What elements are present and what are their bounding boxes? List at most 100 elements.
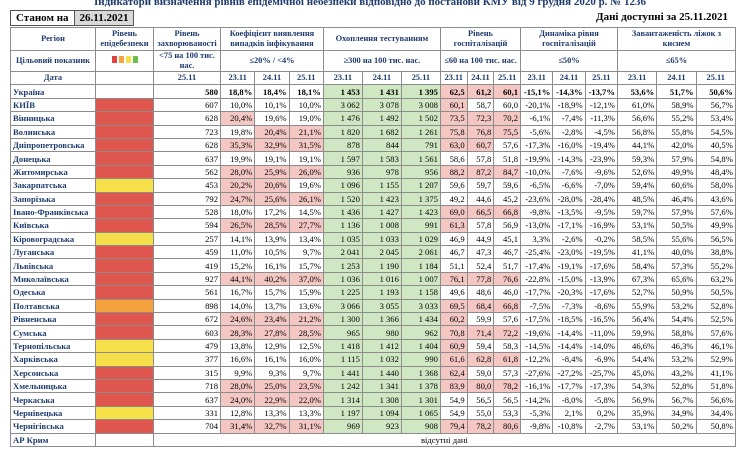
value-cell: 25,6%	[254, 191, 290, 206]
value-cell: 62,8	[466, 352, 495, 367]
value-cell: 51,7%	[656, 84, 697, 99]
value-cell: 13,6%	[288, 298, 324, 314]
value-cell: 60,0	[493, 97, 522, 113]
group-target: ≤20% / <4%	[220, 50, 324, 72]
group-name: Коефіцієнт виявлення випадків інфікуванн…	[220, 27, 324, 51]
value-cell: 898	[153, 298, 221, 314]
value-cell: 607	[153, 97, 221, 113]
region: Дніпропетровська	[10, 137, 96, 153]
value-cell: -16,0%	[552, 137, 586, 153]
value-cell: 49,9%	[656, 164, 697, 180]
value-cell: 1 434	[400, 312, 441, 327]
value-cell: -14,5%	[520, 338, 554, 354]
value-cell: 75,8	[439, 124, 468, 139]
value-cell: -27,6%	[520, 365, 554, 380]
level-cell	[95, 312, 154, 327]
value-cell: 42,0%	[656, 137, 697, 153]
value-cell: 28,3%	[219, 325, 256, 340]
region: Вінницька	[10, 111, 96, 126]
value-cell: 59,6	[493, 178, 522, 193]
value-cell: 83,9	[439, 378, 468, 394]
value-cell: 66,8	[493, 204, 522, 220]
value-cell: 13,9%	[254, 231, 290, 247]
region: Чернівецька	[10, 405, 96, 421]
date: 25.11	[695, 70, 736, 86]
value-cell: -20,1%	[520, 97, 554, 113]
group-name: Динаміка рівня госпіталізацій	[520, 27, 618, 51]
icon-square	[132, 56, 138, 63]
region-row: Сумська 603 28,3% 27,8% 28,5% 965 980 962 70,8 71…	[10, 325, 736, 340]
value-cell: 78,2	[466, 419, 495, 434]
value-cell: 1 036	[322, 271, 363, 287]
date: 25.11	[400, 70, 441, 86]
value-cell: 9,7%	[288, 245, 324, 260]
value-cell: 13,3%	[288, 405, 324, 421]
date: 25.11	[584, 70, 618, 86]
level-cell	[95, 352, 154, 367]
value-cell: 80,0	[466, 378, 495, 394]
region-row: Вінницька 628 20,4% 19,6% 19,0% 1 476 1 492 1 5…	[10, 111, 736, 126]
target-header: Цільовий показник	[10, 50, 96, 72]
value-cell: 20,4%	[219, 111, 256, 126]
value-cell: 51,1	[439, 258, 468, 273]
value-cell: 31,4%	[219, 419, 256, 434]
value-cell: 16,7%	[219, 285, 256, 300]
value-cell: 59,9	[466, 312, 495, 327]
value-cell: 72,3	[466, 111, 495, 126]
region: Хмельницька	[10, 378, 96, 394]
value-cell: 52,6%	[616, 164, 658, 180]
date: 25.11	[288, 70, 324, 86]
value-cell: 46,3%	[656, 338, 697, 354]
level-cell	[95, 218, 154, 233]
value-cell: 331	[153, 405, 221, 421]
value-cell: 44,9	[466, 231, 495, 247]
value-cell: 57,6%	[695, 204, 736, 220]
region-row: Миколаївська 927 44,1% 40,2% 37,0% 1 036 1 016…	[10, 271, 736, 287]
value-cell: 72,2	[493, 325, 522, 340]
value-cell: 878	[322, 137, 363, 153]
value-cell: -10,8%	[552, 419, 586, 434]
value-cell: 44,1%	[219, 271, 256, 287]
value-cell: 59,4	[466, 338, 495, 354]
value-cell: 60,7	[466, 137, 495, 153]
group-name: Рівень епідебезпеки	[95, 27, 154, 51]
value-cell: 28,5%	[254, 218, 290, 233]
value-cell: 561	[153, 285, 221, 300]
value-cell: -15,1%	[520, 84, 554, 99]
value-cell: 1 115	[322, 352, 363, 367]
value-cell: -16,1%	[520, 378, 554, 394]
value-cell: 13,3%	[254, 405, 290, 421]
value-cell: 46,7	[493, 245, 522, 260]
value-cell: 26,0%	[288, 164, 324, 180]
date: 23.11	[439, 70, 468, 86]
level-cell	[95, 258, 154, 273]
no-data-note: відсутні дані	[153, 432, 736, 447]
value-cell: -7,4%	[552, 111, 586, 126]
region: АР Крим	[10, 432, 96, 447]
region: Закарпатська	[10, 178, 96, 193]
value-cell: -19,6%	[520, 325, 554, 340]
value-cell: -22,8%	[520, 271, 554, 287]
value-cell: 16,1%	[254, 258, 290, 273]
value-cell: -10,0%	[520, 164, 554, 180]
value-cell: 53,1%	[616, 218, 658, 233]
value-cell: 990	[400, 352, 441, 367]
value-cell: 978	[361, 164, 402, 180]
value-cell: 528	[153, 204, 221, 220]
value-cell: 20,2%	[219, 178, 256, 193]
value-cell: 3 008	[400, 97, 441, 113]
value-cell: 1 033	[361, 231, 402, 247]
value-cell: -7,3%	[552, 298, 586, 314]
level-cell	[95, 365, 154, 380]
value-cell: -9,5%	[584, 204, 618, 220]
value-cell: 55,9%	[616, 298, 658, 314]
indicator-table: Регіон Рівень епідебезпеки Рівень захворюв…	[10, 27, 736, 447]
value-cell: 45,1	[493, 231, 522, 247]
value-cell: 23,4%	[254, 312, 290, 327]
value-cell: -14,3%	[552, 151, 586, 166]
value-cell: 10,5%	[254, 245, 290, 260]
value-cell: 1 065	[400, 405, 441, 421]
region: Харківська	[10, 352, 96, 367]
value-cell: 1 197	[322, 405, 363, 421]
value-cell: 88,2	[439, 164, 468, 180]
